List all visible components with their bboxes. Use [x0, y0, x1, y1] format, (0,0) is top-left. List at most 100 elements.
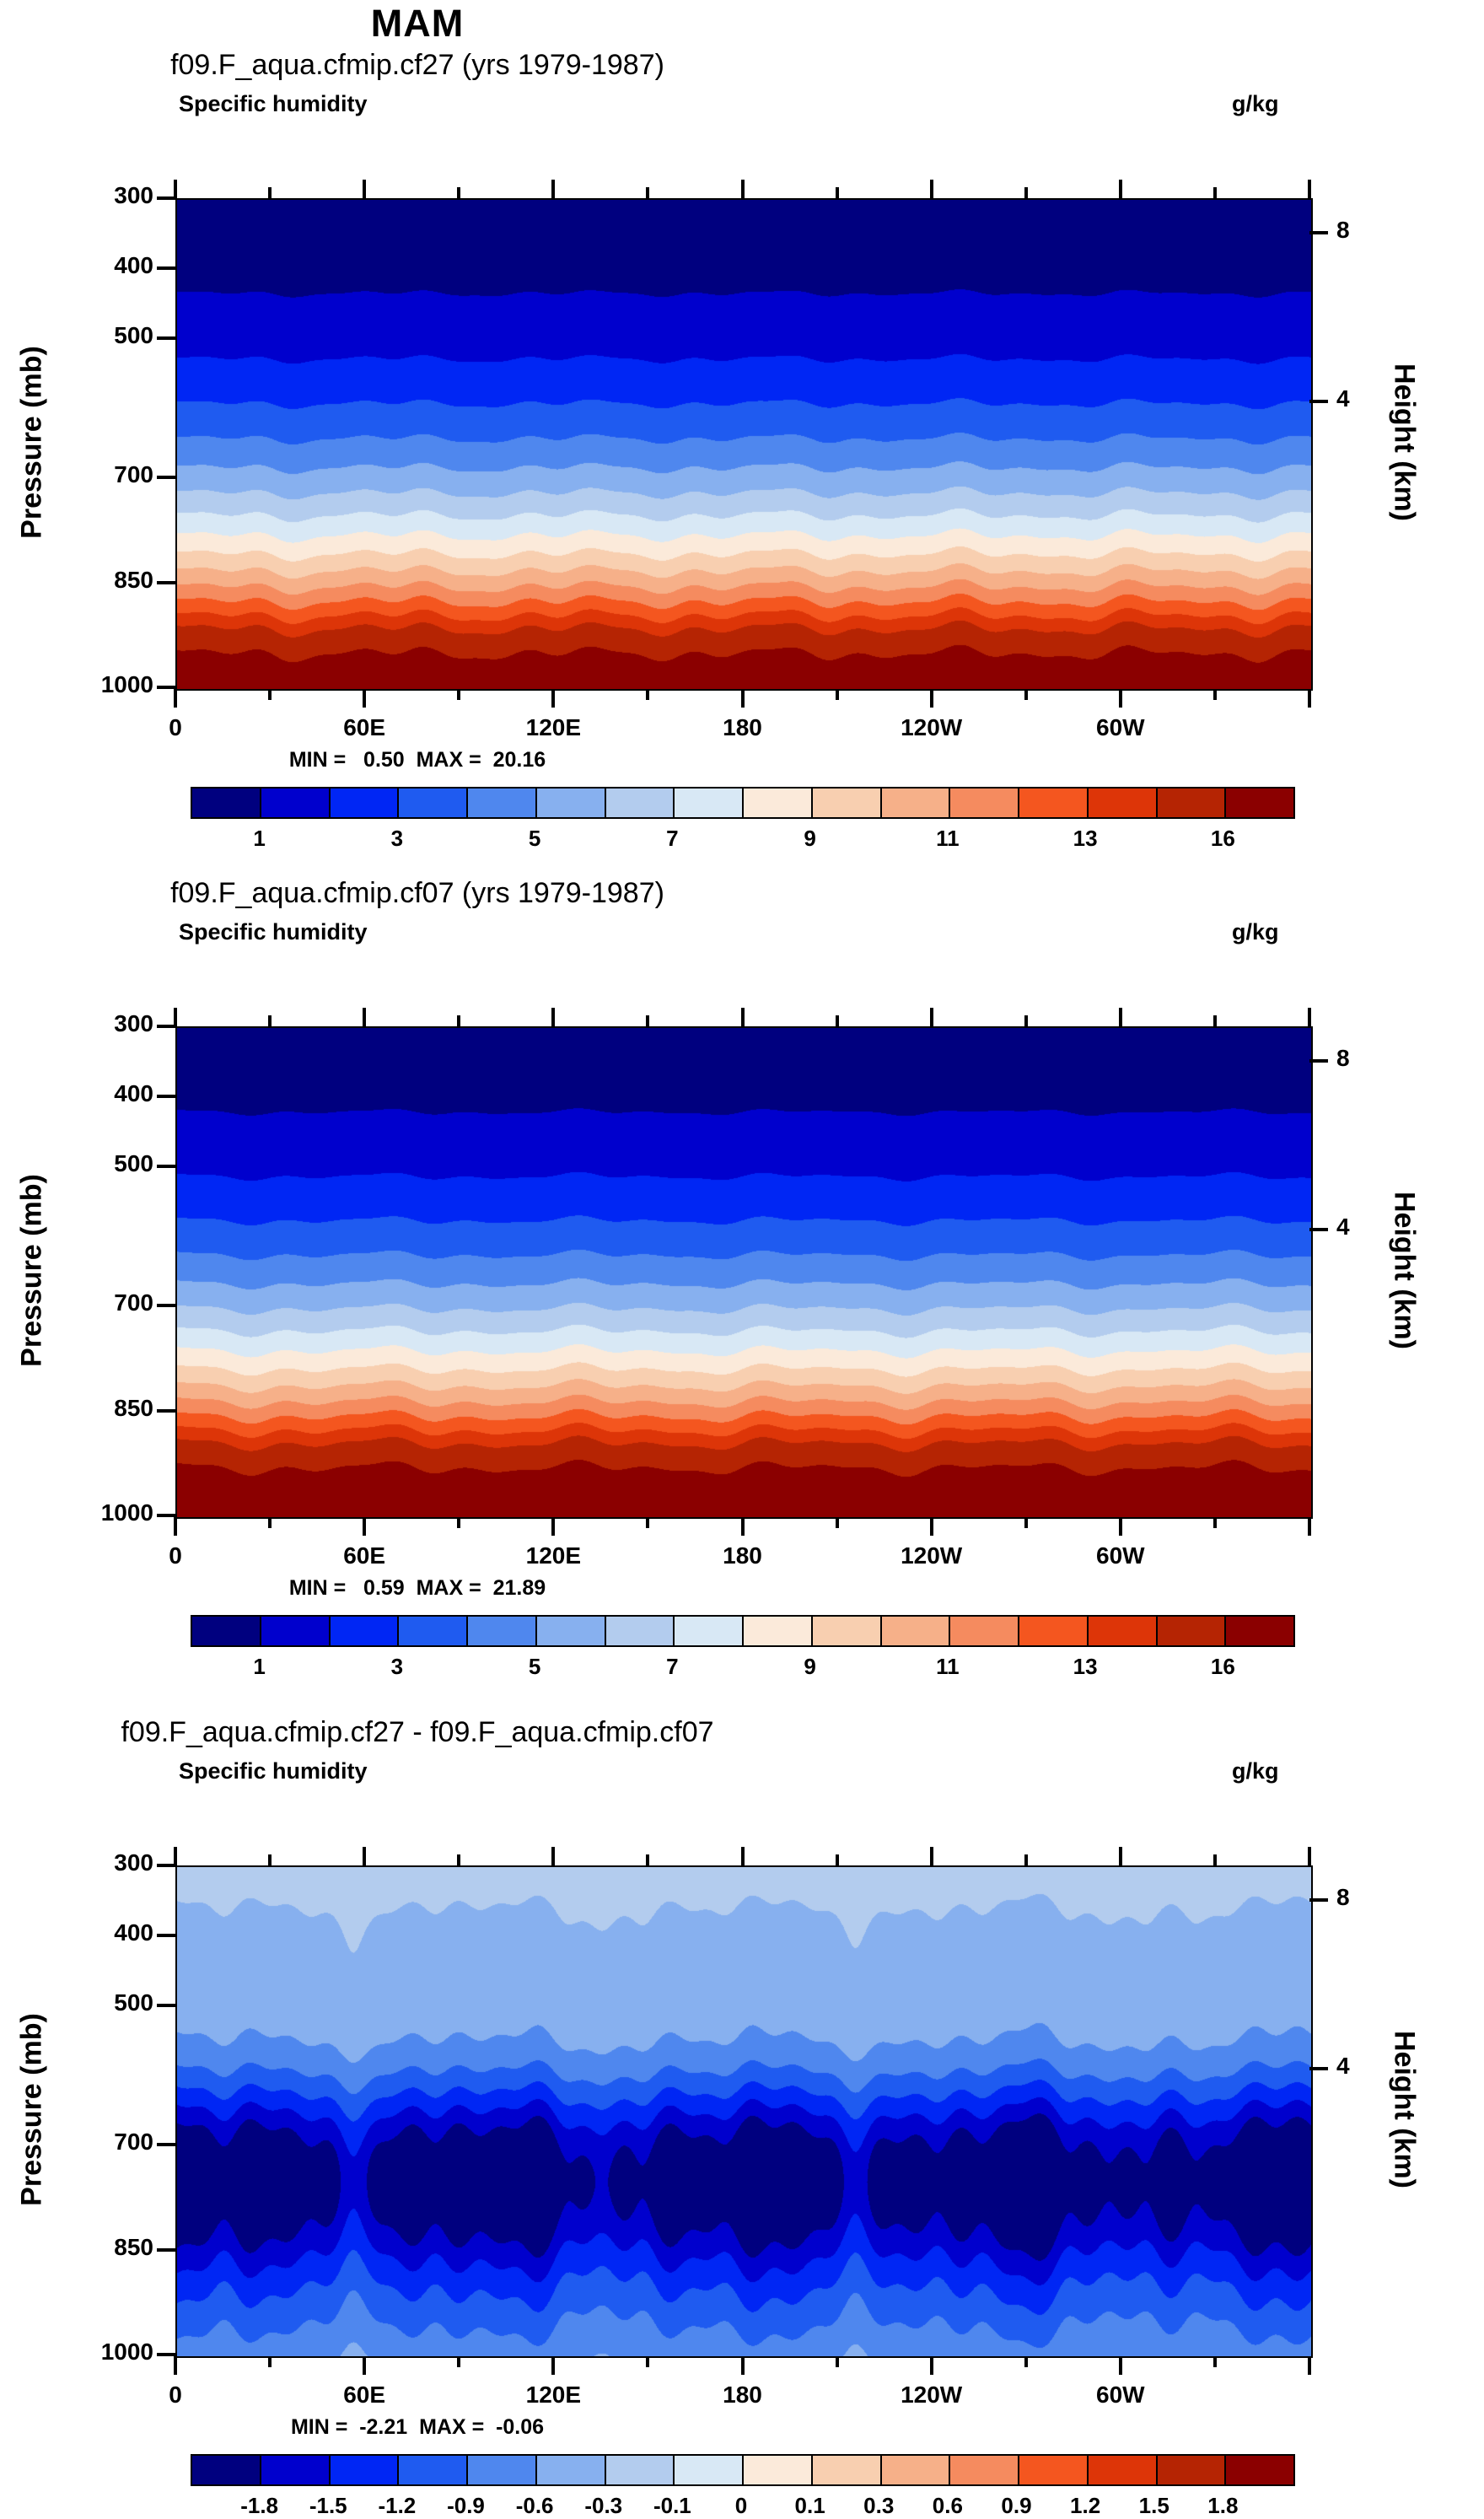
units-label: g/kg: [1232, 1758, 1279, 1784]
x-tick-mark-top: [929, 1847, 933, 1865]
colorbar-tick-label: 16: [1210, 826, 1235, 851]
x-tick-mark-bottom: [1024, 2356, 1028, 2367]
x-tick-label: 60E: [343, 1542, 386, 1569]
x-tick-mark-top: [268, 187, 272, 198]
y-tick-label: 400: [114, 1079, 153, 1106]
x-tick-mark-bottom: [1118, 689, 1122, 708]
y-tick-label: 700: [114, 461, 153, 488]
x-tick-mark-bottom: [268, 689, 272, 700]
colorbar-tick-label: 1: [253, 826, 266, 851]
right-y-tick-label: 4: [1336, 385, 1350, 412]
y-tick-label: 700: [114, 2129, 153, 2156]
y-tick-mark: [157, 1164, 175, 1168]
contour-plot-canvas: [177, 1867, 1311, 2356]
x-tick-label: 120W: [901, 1542, 963, 1569]
colorbar-tick-label: -0.6: [515, 2493, 554, 2518]
x-tick-mark-bottom: [1308, 689, 1311, 708]
colorbar-tick-label: -1.2: [378, 2493, 417, 2518]
x-tick-mark-top: [1118, 1008, 1122, 1026]
y-axis-label: Pressure (mb): [15, 2013, 48, 2206]
units-label: g/kg: [1232, 91, 1279, 116]
x-tick-mark-bottom: [1118, 2356, 1122, 2375]
x-tick-label: 120E: [525, 1542, 582, 1569]
colorbar-cell: [881, 789, 951, 817]
x-tick-mark-bottom: [363, 1517, 367, 1536]
variable-label: Specific humidity: [179, 919, 368, 945]
colorbar-tick-label: -1.8: [240, 2493, 279, 2518]
x-tick-label: 180: [723, 714, 762, 740]
x-tick-label: 60W: [1096, 2382, 1145, 2408]
x-tick-mark-top: [1212, 1854, 1217, 1865]
colorbar-cell: [1088, 2456, 1158, 2484]
plot-area[interactable]: [175, 1865, 1313, 2358]
colorbar-tick-label: 5: [528, 1654, 541, 1679]
colorbar-cell: [536, 1617, 606, 1645]
colorbar-cell: [399, 1617, 468, 1645]
colorbar-cell: [1157, 789, 1227, 817]
x-tick-mark-top: [363, 1847, 367, 1865]
x-tick-label: 180: [723, 2382, 762, 2408]
x-tick-mark-bottom: [740, 689, 745, 708]
x-tick-mark-bottom: [740, 2356, 745, 2375]
y-tick-mark: [157, 2143, 175, 2147]
colorbar[interactable]: [191, 787, 1295, 819]
units-label: g/kg: [1232, 919, 1279, 945]
right-y-tick-mark: [1309, 1897, 1328, 1902]
colorbar-cell: [468, 789, 537, 817]
y-tick-mark: [157, 2247, 175, 2252]
colorbar-cell: [1226, 1617, 1293, 1645]
y-tick-mark: [157, 1304, 175, 1308]
colorbar-cell: [261, 1617, 331, 1645]
x-tick-mark-top: [1024, 1015, 1028, 1026]
colorbar-cell: [812, 789, 882, 817]
right-y-tick-mark: [1309, 1058, 1328, 1063]
colorbar-cell: [1157, 2456, 1227, 2484]
colorbar[interactable]: [191, 1615, 1295, 1647]
plot-area[interactable]: [175, 198, 1313, 691]
x-tick-mark-top: [268, 1015, 272, 1026]
x-tick-mark-bottom: [929, 1517, 933, 1536]
colorbar-cell: [605, 1617, 675, 1645]
x-tick-mark-bottom: [1118, 1517, 1122, 1536]
colorbar-cell: [330, 789, 400, 817]
y-tick-mark: [157, 1933, 175, 1937]
x-tick-mark-top: [174, 1847, 177, 1865]
y-tick-label: 850: [114, 2233, 153, 2260]
x-tick-mark-top: [1024, 1854, 1028, 1865]
y-tick-label: 400: [114, 251, 153, 278]
figure-season-title: MAM: [370, 2, 465, 45]
x-tick-mark-bottom: [268, 1517, 272, 1528]
colorbar-cell: [675, 789, 744, 817]
colorbar-tick-label: 13: [1073, 1654, 1098, 1679]
x-tick-mark-top: [929, 1008, 933, 1026]
right-y-axis-label: Height (km): [1388, 2031, 1421, 2188]
x-tick-mark-bottom: [646, 689, 650, 700]
contour-plot-canvas: [177, 200, 1311, 689]
colorbar-cell: [1019, 2456, 1089, 2484]
x-tick-label: 60E: [343, 2382, 386, 2408]
y-tick-mark: [157, 2353, 175, 2356]
x-tick-mark-top: [363, 180, 367, 198]
x-tick-mark-bottom: [551, 689, 556, 708]
colorbar-cell: [330, 2456, 400, 2484]
colorbar-cell: [1019, 789, 1089, 817]
x-tick-mark-top: [174, 1008, 177, 1026]
colorbar[interactable]: [191, 2454, 1295, 2486]
x-tick-mark-top: [1212, 1015, 1217, 1026]
x-tick-mark-bottom: [740, 1517, 745, 1536]
colorbar-cell: [950, 2456, 1019, 2484]
y-tick-mark: [157, 476, 175, 480]
x-tick-mark-bottom: [835, 2356, 839, 2367]
x-tick-mark-top: [646, 1015, 650, 1026]
right-y-tick-mark: [1309, 2066, 1328, 2070]
x-tick-mark-bottom: [1308, 1517, 1311, 1536]
right-y-tick-mark: [1309, 399, 1328, 403]
x-tick-mark-bottom: [1024, 1517, 1028, 1528]
colorbar-tick-label: 9: [804, 826, 816, 851]
colorbar-cell: [881, 1617, 951, 1645]
y-axis-label: Pressure (mb): [15, 1174, 48, 1367]
colorbar-tick-label: 0: [734, 2493, 748, 2518]
plot-area[interactable]: [175, 1026, 1313, 1519]
colorbar-tick-label: 0.3: [863, 2493, 895, 2518]
x-tick-mark-bottom: [551, 2356, 556, 2375]
